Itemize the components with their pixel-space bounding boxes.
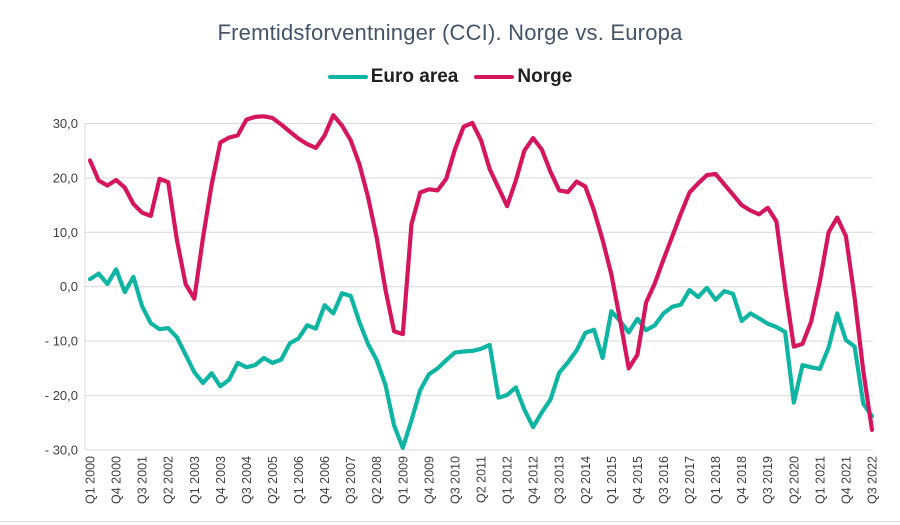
x-tick-label: Q2 2002 <box>162 456 176 504</box>
x-tick-label: Q2 2017 <box>683 456 697 504</box>
y-tick-label: 30,0 <box>53 116 78 131</box>
series-line-euro-area <box>87 267 875 450</box>
x-tick-label: Q3 2019 <box>761 456 775 504</box>
y-tick-label: - 30,0 <box>45 443 78 458</box>
x-tick-label: Q4 2018 <box>735 456 749 504</box>
x-tick-label: Q2 2020 <box>787 456 801 504</box>
chart-legend: Euro area Norge <box>0 66 900 88</box>
x-tick-label: Q1 2009 <box>396 456 410 504</box>
x-tick-label: Q3 2004 <box>240 456 254 504</box>
x-tick-label: Q1 2003 <box>188 456 202 504</box>
x-tick-label: Q4 2009 <box>422 456 436 504</box>
x-tick-label: Q4 2006 <box>318 456 332 504</box>
x-tick-label: Q3 2013 <box>553 456 567 504</box>
chart-border-bottom <box>0 521 900 522</box>
x-tick-label: Q2 2008 <box>370 456 384 504</box>
x-tick-label: Q1 2015 <box>605 456 619 504</box>
x-tick-label: Q1 2018 <box>709 456 723 504</box>
x-tick-label: Q2 2011 <box>475 456 489 503</box>
x-tick-label: Q3 2016 <box>657 456 671 504</box>
x-tick-label: Q1 2021 <box>813 456 827 504</box>
x-tick-label: Q2 2014 <box>579 456 593 504</box>
legend-item-euro-area[interactable]: Euro area <box>327 66 459 88</box>
y-tick-label: - 10,0 <box>45 334 78 349</box>
y-tick-label: - 20,0 <box>45 388 78 403</box>
x-tick-label: Q1 2000 <box>84 456 98 504</box>
legend-label-euro-area: Euro area <box>370 66 459 87</box>
x-tick-label: Q3 2022 <box>866 456 880 504</box>
norge-line-swatch-icon <box>474 75 515 79</box>
x-tick-label: Q4 2000 <box>110 456 124 504</box>
x-tick-label: Q2 2005 <box>266 456 280 504</box>
legend-item-norge[interactable]: Norge <box>474 66 572 88</box>
x-tick-label: Q4 2003 <box>214 456 228 504</box>
x-tick-label: Q1 2006 <box>292 456 306 504</box>
x-tick-label: Q3 2001 <box>136 456 150 504</box>
x-tick-label: Q4 2015 <box>631 456 645 504</box>
x-tick-label: Q1 2012 <box>501 456 515 504</box>
x-tick-label: Q3 2010 <box>448 456 462 504</box>
y-tick-label: 20,0 <box>53 170 78 185</box>
x-tick-label: Q4 2012 <box>527 456 541 504</box>
series-line-norge <box>87 113 875 432</box>
x-tick-label: Q3 2007 <box>344 456 358 504</box>
chart-title: Fremtidsforventninger (CCI). Norge vs. E… <box>217 20 683 45</box>
x-tick-label: Q4 2021 <box>839 456 853 504</box>
y-tick-label: 10,0 <box>53 225 78 240</box>
legend-label-norge: Norge <box>517 66 573 87</box>
euro-area-line-swatch-icon <box>327 75 368 79</box>
y-tick-label: 0,0 <box>60 279 78 294</box>
